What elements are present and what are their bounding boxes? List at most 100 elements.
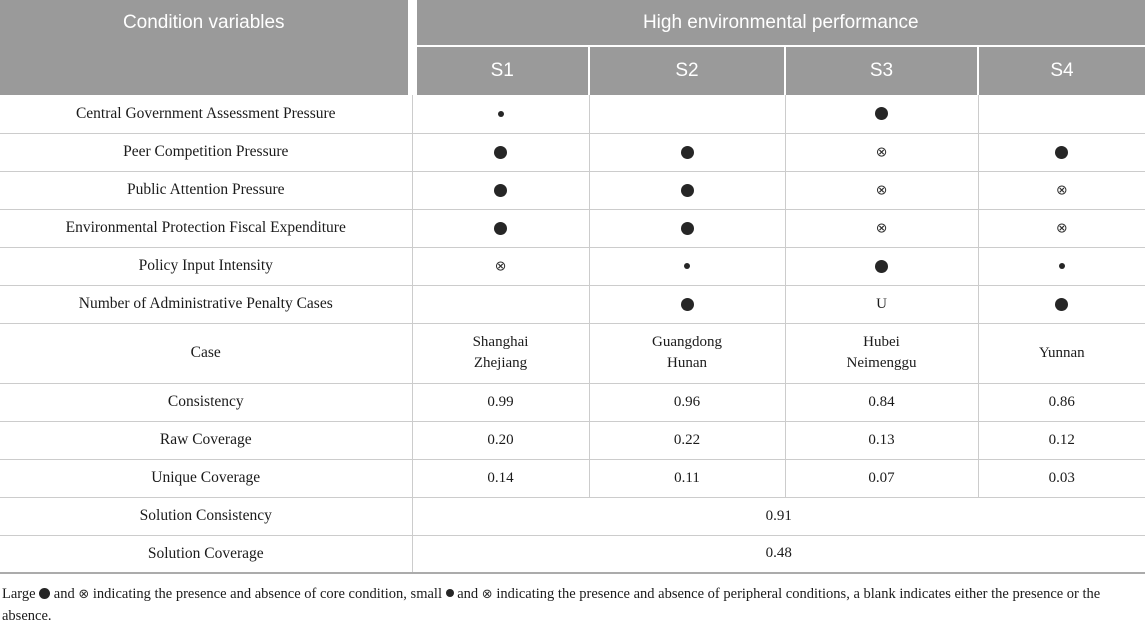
table-cell: Hubei Neimenggu: [785, 322, 979, 383]
table-cell: Shanghai Zhejiang: [412, 322, 590, 383]
table-cell: U: [785, 284, 979, 323]
header-row-solutions: S1 S2 S3 S4: [0, 46, 1145, 95]
table-header: Condition variables High environmental p…: [0, 0, 1145, 95]
large-dot-icon: [494, 221, 507, 235]
row-label: Environmental Protection Fiscal Expendit…: [0, 208, 413, 247]
table-cell: [589, 246, 786, 285]
table-cell: [978, 284, 1145, 323]
small-dot-icon: [497, 110, 504, 117]
table-cell: [978, 246, 1145, 285]
table-cell: [412, 284, 590, 323]
table-cell: Guangdong Hunan: [589, 322, 786, 383]
table-row: Unique Coverage 0.14 0.11 0.07 0.03: [0, 458, 1145, 497]
table-row: Case Shanghai Zhejiang Guangdong Hunan Hubei N…: [0, 322, 1145, 383]
table-row: Solution Coverage 0.48: [0, 534, 1145, 573]
row-label: Central Government Assessment Pressure: [0, 95, 413, 133]
table-cell: 0.03: [978, 458, 1145, 497]
table-cell: ⊗: [785, 208, 979, 247]
table-cell: 0.07: [785, 458, 979, 497]
table-cell: 0.13: [785, 420, 979, 459]
table-cell: 0.14: [412, 458, 590, 497]
large-dot-icon: [494, 145, 507, 159]
large-dot-icon: [680, 297, 694, 311]
table-cell: 0.84: [785, 382, 979, 421]
table-cell: 0.12: [978, 420, 1145, 459]
table-cell: ⊗: [785, 132, 979, 171]
table-body: Central Government Assessment Pressure Pe…: [0, 95, 1145, 573]
row-label: Raw Coverage: [0, 420, 413, 459]
row-label: Peer Competition Pressure: [0, 132, 413, 171]
cross-circle-icon: ⊗: [875, 220, 888, 237]
header-row-top: Condition variables High environmental p…: [0, 0, 1145, 95]
cross-circle-icon: ⊗: [481, 587, 493, 602]
table-cell: [589, 132, 786, 171]
table-cell: [589, 284, 786, 323]
row-label: Consistency: [0, 382, 413, 421]
table-cell: 0.20: [412, 420, 590, 459]
row-label: Solution Consistency: [0, 496, 413, 535]
solution-header-s1: S1: [412, 46, 589, 95]
large-dot-icon: [875, 107, 888, 121]
table-cell: [412, 95, 590, 133]
table-cell: 0.99: [412, 382, 590, 421]
table-row: Policy Input Intensity ⊗: [0, 246, 1145, 285]
large-dot-icon: [680, 183, 694, 197]
solution-span-value: 0.48: [412, 534, 1145, 573]
outcome-header: High environmental performance: [412, 0, 1145, 47]
solution-header-s3: S3: [784, 46, 978, 95]
qca-results-table: Condition variables High environmental p…: [0, 0, 1145, 574]
table-cell: [412, 208, 590, 247]
cross-circle-icon: ⊗: [1055, 182, 1068, 199]
cross-circle-icon: ⊗: [875, 144, 888, 161]
large-dot-icon: [1055, 297, 1069, 311]
table-row: Public Attention Pressure ⊗ ⊗: [0, 170, 1145, 209]
table-cell: [978, 95, 1145, 133]
table-cell: [589, 95, 786, 133]
large-dot-icon: [39, 588, 51, 599]
row-label: Case: [0, 322, 413, 383]
table-row: Environmental Protection Fiscal Expendit…: [0, 208, 1145, 247]
solution-header-s4: S4: [976, 46, 1145, 95]
cross-circle-icon: ⊗: [875, 182, 888, 199]
table-row: Solution Consistency 0.91: [0, 496, 1145, 535]
small-dot-icon: [445, 589, 454, 597]
table-cell: [785, 246, 979, 285]
table-row: Central Government Assessment Pressure: [0, 95, 1145, 133]
table-cell: ⊗: [785, 170, 979, 209]
large-dot-icon: [1055, 145, 1069, 159]
cross-circle-icon: ⊗: [494, 258, 507, 275]
table-cell: 0.96: [589, 382, 786, 421]
row-label: Public Attention Pressure: [0, 170, 413, 209]
large-dot-icon: [875, 259, 888, 273]
table-row: Peer Competition Pressure ⊗: [0, 132, 1145, 171]
table-row: Number of Administrative Penalty Cases U: [0, 284, 1145, 323]
small-dot-icon: [684, 263, 690, 270]
table-cell: Yunnan: [978, 322, 1145, 383]
table-cell: [589, 170, 786, 209]
row-label: Solution Coverage: [0, 534, 413, 573]
solution-span-value: 0.91: [412, 496, 1145, 535]
table-cell: ⊗: [412, 246, 590, 285]
row-label: Unique Coverage: [0, 458, 413, 497]
table-cell: [785, 95, 979, 133]
table-cell: 0.11: [589, 458, 786, 497]
table-cell: [412, 132, 590, 171]
condition-variables-header: Condition variables: [0, 0, 417, 95]
table-cell: ⊗: [978, 170, 1145, 209]
table-cell: [412, 170, 590, 209]
table-cell: [589, 208, 786, 247]
table-row: Consistency 0.99 0.96 0.84 0.86: [0, 382, 1145, 421]
row-label: Number of Administrative Penalty Cases: [0, 284, 413, 323]
small-dot-icon: [1058, 263, 1065, 270]
row-label: Policy Input Intensity: [0, 246, 413, 285]
table-cell: ⊗: [978, 208, 1145, 247]
cross-circle-icon: ⊗: [1055, 220, 1068, 237]
large-dot-icon: [680, 145, 694, 159]
solution-header-s2: S2: [588, 46, 785, 95]
table-footnote: Large and ⊗ indicating the presence and …: [2, 586, 1101, 624]
large-dot-icon: [680, 221, 694, 235]
large-dot-icon: [494, 183, 507, 197]
table-cell: 0.86: [978, 382, 1145, 421]
cross-circle-icon: ⊗: [78, 587, 90, 602]
